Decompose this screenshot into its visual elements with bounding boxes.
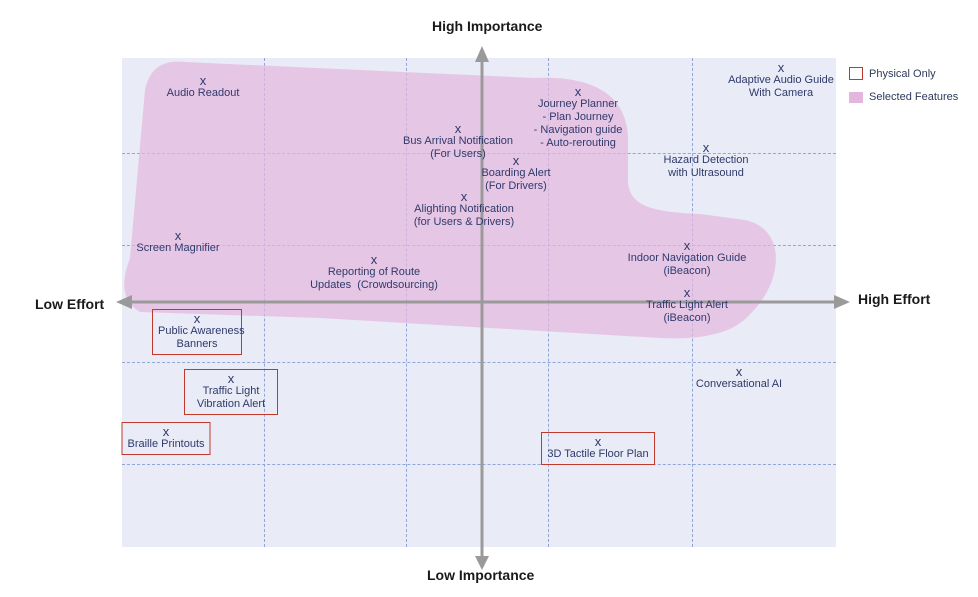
point-label: Journey Planner - Plan Journey - Navigat… <box>533 98 623 149</box>
feature-point: x Screen Magnifier <box>136 228 220 255</box>
selected-features-swatch <box>849 91 863 103</box>
axis-title-bottom: Low Importance <box>427 567 535 583</box>
axis-title-left: Low Effort <box>35 296 105 312</box>
point-marker: x <box>454 121 462 136</box>
point-label: Traffic Light Alert (iBeacon) <box>646 299 728 324</box>
feature-point: x Boarding Alert (For Drivers) <box>481 153 551 193</box>
point-marker: x <box>594 434 602 449</box>
point-label: Hazard Detection with Ultrasound <box>663 154 749 179</box>
point-label: Screen Magnifier <box>136 242 220 254</box>
feature-point: x Bus Arrival Notification (For Users) <box>402 121 514 161</box>
point-marker: x <box>683 238 691 253</box>
point-marker: x <box>683 285 691 300</box>
point-label: Braille Printouts <box>127 438 205 450</box>
point-marker: x <box>227 371 235 386</box>
feature-point-physical: x Braille Printouts <box>121 422 211 455</box>
point-marker: x <box>460 189 468 204</box>
point-marker: x <box>174 228 182 243</box>
point-marker: x <box>735 364 743 379</box>
point-marker: x <box>574 84 582 99</box>
axis-title-top: High Importance <box>432 18 543 34</box>
feature-point: x Indoor Navigation Guide (iBeacon) <box>627 238 747 278</box>
feature-point: x Reporting of Route Updates (Crowdsourc… <box>310 252 438 292</box>
feature-point: x Alighting Notification (for Users & Dr… <box>413 189 515 229</box>
point-label: Traffic Light Vibration Alert <box>196 385 266 410</box>
point-label: Conversational AI <box>695 378 783 390</box>
point-marker: x <box>702 140 710 155</box>
point-label: Boarding Alert (For Drivers) <box>481 167 551 192</box>
point-marker: x <box>512 153 520 168</box>
legend-selected-features: Selected Features <box>849 91 958 103</box>
point-marker: x <box>777 60 785 75</box>
point-marker: x <box>199 73 207 88</box>
point-label: Audio Readout <box>166 87 240 99</box>
grid-line-horizontal <box>122 362 836 363</box>
legend-label: Selected Features <box>869 91 959 103</box>
grid-line-horizontal <box>122 464 836 465</box>
feature-point: x Traffic Light Alert (iBeacon) <box>646 285 728 325</box>
axis-title-right: High Effort <box>858 291 931 307</box>
point-label: Reporting of Route Updates (Crowdsourcin… <box>310 266 438 291</box>
feature-point: x Journey Planner - Plan Journey - Navig… <box>533 84 623 150</box>
point-marker: x <box>370 252 378 267</box>
feature-point-physical: x 3D Tactile Floor Plan <box>541 432 655 465</box>
point-label: 3D Tactile Floor Plan <box>547 448 649 460</box>
legend-label: Physical Only <box>869 67 936 80</box>
feature-point: x Adaptive Audio Guide With Camera <box>728 60 834 100</box>
point-marker: x <box>193 311 201 326</box>
point-label: Adaptive Audio Guide With Camera <box>728 74 834 99</box>
selected-features-region <box>124 61 776 339</box>
point-label: Public Awareness Banners <box>158 325 245 350</box>
feature-point-physical: x Traffic Light Vibration Alert <box>184 369 278 415</box>
feature-point: x Audio Readout <box>166 73 240 100</box>
legend-physical-only: Physical Only <box>849 67 936 80</box>
feature-point: x Conversational AI <box>695 364 783 391</box>
feature-point: x Hazard Detection with Ultrasound <box>663 140 749 180</box>
point-label: Indoor Navigation Guide (iBeacon) <box>627 252 747 277</box>
point-marker: x <box>162 424 170 439</box>
point-label: Alighting Notification (for Users & Driv… <box>413 203 515 228</box>
point-label: Bus Arrival Notification (For Users) <box>402 135 514 160</box>
axes <box>116 46 850 570</box>
feature-point-physical: x Public Awareness Banners <box>152 309 245 355</box>
physical-only-swatch <box>849 67 863 80</box>
